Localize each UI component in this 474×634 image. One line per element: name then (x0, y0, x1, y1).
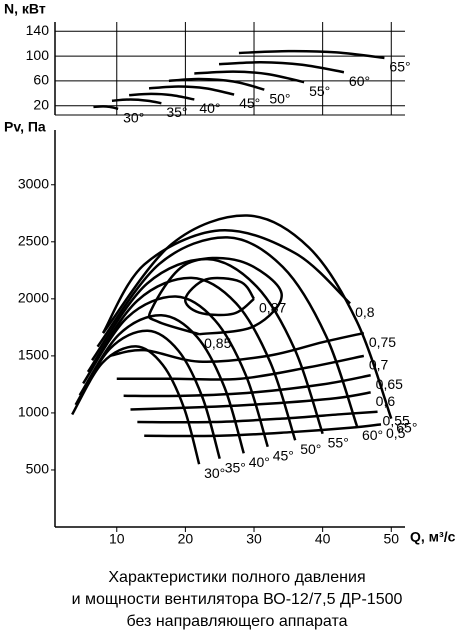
caption: без направляющего аппарата (127, 613, 348, 630)
curve (82, 295, 269, 448)
y-tick-label: 2500 (18, 233, 49, 249)
x-tick-label: 10 (109, 531, 125, 547)
x-tick-label: 20 (178, 531, 194, 547)
series-label: 30° (123, 110, 144, 126)
caption: Характеристики полного давления (108, 569, 365, 586)
series-label: 55° (309, 83, 330, 99)
series-label: 30° (204, 465, 225, 481)
y-tick-label: 140 (26, 22, 50, 38)
series-label: 35° (166, 104, 187, 120)
curve (238, 49, 385, 60)
series-label: 50° (269, 90, 290, 106)
series-label: 35° (225, 459, 246, 475)
curve (123, 374, 371, 398)
curve (78, 314, 245, 454)
curve (148, 85, 235, 96)
series-label: 0,65 (376, 376, 403, 392)
y-tick-label: 20 (33, 96, 49, 112)
caption: и мощности вентилятора ВО-12/7,5 ДР-1500 (72, 591, 403, 608)
series-label: 60° (349, 73, 370, 89)
curve (144, 423, 382, 438)
series-label: 50° (300, 441, 321, 457)
curve (93, 105, 119, 111)
curve (194, 70, 305, 84)
series-label: 40° (199, 100, 220, 116)
y-tick-label: 3000 (18, 175, 49, 191)
curve (111, 98, 162, 105)
x-tick-label: 40 (315, 531, 331, 547)
y-tick-label: 500 (26, 461, 50, 477)
curve (91, 257, 324, 435)
curve (86, 276, 297, 441)
series-label: 65° (389, 59, 410, 75)
y-tick-label: 60 (33, 72, 49, 88)
series-label: 0,7 (369, 357, 389, 373)
series-label: 65° (396, 419, 417, 435)
series-label: 0,75 (369, 334, 396, 350)
curve (96, 236, 359, 427)
x-tick-label: 50 (383, 531, 399, 547)
series-label: 60° (362, 427, 383, 443)
series-label: 55° (328, 434, 349, 450)
curve (109, 331, 365, 363)
curve (71, 345, 201, 465)
curve (116, 354, 365, 381)
series-label: 0,5 (386, 425, 406, 441)
series-label: 45° (239, 95, 260, 111)
curve (130, 391, 371, 411)
y-tick-label: 2000 (18, 290, 49, 306)
series-label: 40° (249, 454, 270, 470)
curve (129, 92, 195, 101)
series-label: 45° (273, 448, 294, 464)
y-tick-label: 1000 (18, 404, 49, 420)
series-label: 0,85 (204, 335, 231, 351)
series-label: 0,55 (383, 412, 410, 428)
curve (147, 256, 283, 336)
y-axis-label: Pv, Па (4, 119, 46, 135)
curve (101, 228, 351, 334)
curve (184, 276, 256, 317)
x-axis-label: Q, м³/с (410, 529, 456, 545)
curve (168, 77, 265, 91)
series-label: 0,6 (376, 393, 396, 409)
series-label: 0,8 (355, 304, 375, 320)
y-axis-label: N, кВт (4, 1, 46, 17)
x-tick-label: 30 (246, 531, 262, 547)
y-tick-label: 100 (26, 47, 50, 63)
curve (218, 61, 345, 74)
curve (102, 214, 393, 420)
curve (137, 410, 378, 424)
y-tick-label: 1500 (18, 347, 49, 363)
